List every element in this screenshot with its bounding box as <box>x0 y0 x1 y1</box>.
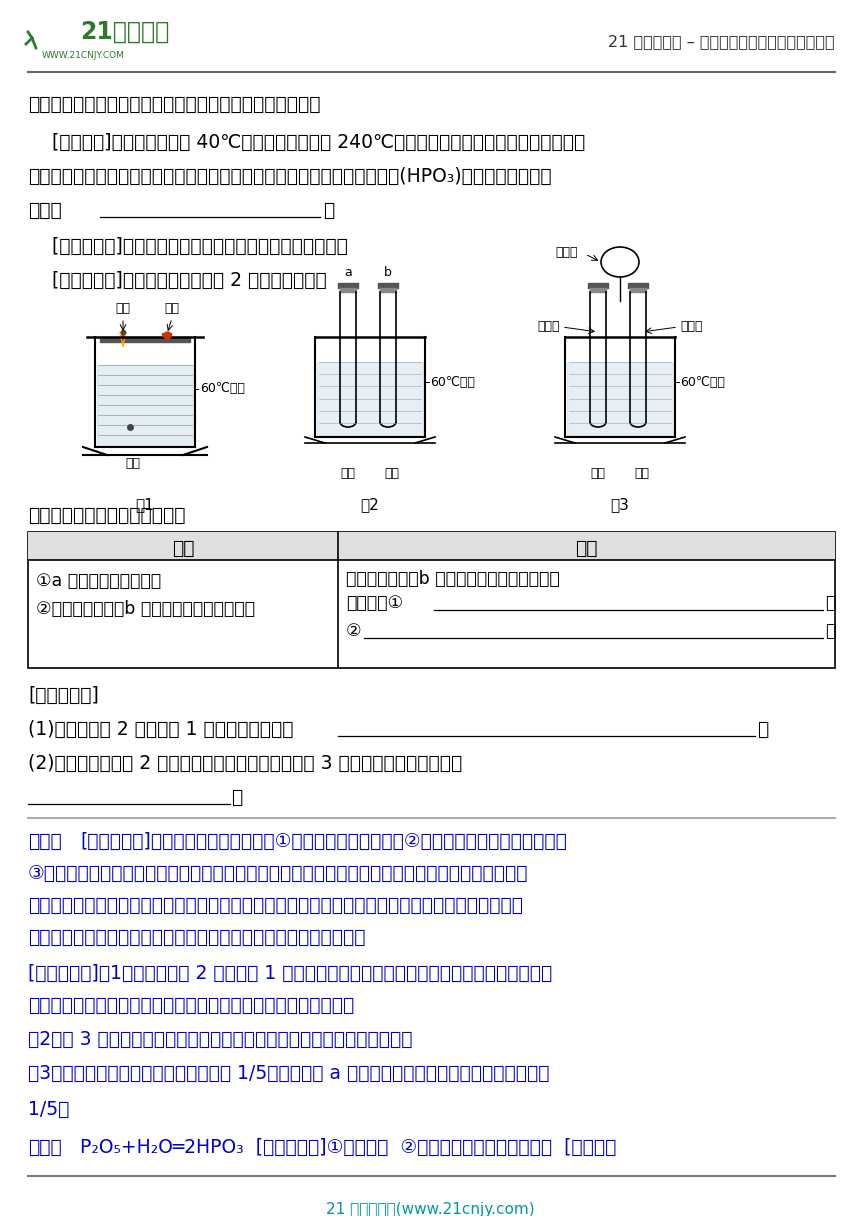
Text: 。: 。 <box>757 720 768 739</box>
Text: 。: 。 <box>231 788 243 807</box>
Text: 磷尽管与空气接触，但是温度没有达到它的着火点，所以不会燃烧。: 磷尽管与空气接触，但是温度没有达到它的着火点，所以不会燃烧。 <box>28 928 366 947</box>
Polygon shape <box>120 332 126 347</box>
Bar <box>28 533 835 561</box>
Text: 答案：: 答案： <box>28 1138 62 1156</box>
Text: WWW.21CNJY.COM: WWW.21CNJY.COM <box>42 51 125 60</box>
Text: 。: 。 <box>323 201 335 220</box>
Text: b: b <box>384 266 392 278</box>
Text: 以优点是能防止白磷燃烧产生的五氧化二磷逸散，危害人体健康；: 以优点是能防止白磷燃烧产生的五氧化二磷逸散，危害人体健康； <box>28 996 354 1015</box>
Text: 。: 。 <box>825 623 835 640</box>
Text: ①a 试管中的白磷燃烧；: ①a 试管中的白磷燃烧； <box>36 572 161 590</box>
Text: 解释: 解释 <box>574 539 597 557</box>
Text: 储气球: 储气球 <box>556 246 578 259</box>
Text: ③达到可燃物的着火点。所以投入水中的白磷虽然温度达到着火点，但是在水中与空气隔绝，所以不: ③达到可燃物的着火点。所以投入水中的白磷虽然温度达到着火点，但是在水中与空气隔绝… <box>28 865 529 883</box>
Text: 红磷: 红磷 <box>384 467 400 480</box>
Text: 会燃烧；试管中的白磷会燃烧，它的温度即达到着火点又与空气接触，满足燃烧的条件；试管中的红: 会燃烧；试管中的白磷会燃烧，它的温度即达到着火点又与空气接触，满足燃烧的条件；试… <box>28 896 523 914</box>
Ellipse shape <box>601 247 639 277</box>
Text: (2)小林同学指出图 2 装置仍有不足之处，并设计了图 3 装置，其中气球的作用是: (2)小林同学指出图 2 装置仍有不足之处，并设计了图 3 装置，其中气球的作用… <box>28 754 463 773</box>
Text: [反思与评价]: [反思与评价] <box>28 686 99 705</box>
Text: [查阅资料]白磷的着火点是 40℃，红磷的着火点是 240℃，燃烧产物五氧化二磷是白色固体，会: [查阅资料]白磷的着火点是 40℃，红磷的着火点是 240℃，燃烧产物五氧化二磷… <box>28 133 586 152</box>
Text: P₂O₅+H₂O═2HPO₃  [改进与实验]①没有氧气  ②温度没有达到红磷的着火点  [反思与评: P₂O₅+H₂O═2HPO₃ [改进与实验]①没有氧气 ②温度没有达到红磷的着火… <box>80 1138 617 1156</box>
Text: [改进与实验]同学们按改进后的图 2 装置进行实验。: [改进与实验]同学们按改进后的图 2 装置进行实验。 <box>28 271 327 289</box>
Text: (1)改进后的图 2 装置与图 1 装置比较，优点是: (1)改进后的图 2 装置与图 1 装置比较，优点是 <box>28 720 293 739</box>
Text: 刺激人体呼吸道，五氧化二磷可能与空气中水蒸气反应，生成有毒的偏磷酸(HPO₃)，该反应的化学方: 刺激人体呼吸道，五氧化二磷可能与空气中水蒸气反应，生成有毒的偏磷酸(HPO₃)，… <box>28 167 551 186</box>
Text: 红磷: 红磷 <box>635 467 649 480</box>
Text: 21 世纪教育网(www.21cnjy.com): 21 世纪教育网(www.21cnjy.com) <box>326 1201 534 1216</box>
Text: ；: ； <box>825 593 835 612</box>
Text: 60℃热水: 60℃热水 <box>680 376 725 388</box>
Text: 60℃热水: 60℃热水 <box>430 376 475 388</box>
Text: （3）空气中氧气的体积约占空气体积的 1/5，所以进入 a 试管内液体的体积约占试管内空气体积的: （3）空气中氧气的体积约占空气体积的 1/5，所以进入 a 试管内液体的体积约占… <box>28 1064 550 1083</box>
Text: 60℃热水: 60℃热水 <box>200 382 245 395</box>
Text: 红磷: 红磷 <box>164 302 180 315</box>
Text: 烧杯中的白磷、b 试管中的红磷没有燃烧的原: 烧杯中的白磷、b 试管中的红磷没有燃烧的原 <box>346 570 560 589</box>
Bar <box>10 10 195 72</box>
Polygon shape <box>122 332 124 340</box>
Circle shape <box>31 46 39 54</box>
Text: 图1: 图1 <box>136 497 155 512</box>
Text: 21世纪教育: 21世纪教育 <box>80 19 169 44</box>
Text: 玻璃管: 玻璃管 <box>538 321 560 333</box>
Text: 21 世纪教育网 – 中小学教育资源及组卷应用平台: 21 世纪教育网 – 中小学教育资源及组卷应用平台 <box>608 34 835 50</box>
Text: 因分别是①: 因分别是① <box>346 593 403 612</box>
Text: （2）图 3 装置中气球的作用是：避免橡皮塞因试管内气体热膨胀而松动；: （2）图 3 装置中气球的作用是：避免橡皮塞因试管内气体热膨胀而松动； <box>28 1030 413 1049</box>
Text: 白磷: 白磷 <box>341 467 355 480</box>
Text: a: a <box>344 266 352 278</box>
Text: [改进与实验]燃烧必须达到三个条件：①物质本身具有可燃性，②可燃物与助燃物充分地接触，: [改进与实验]燃烧必须达到三个条件：①物质本身具有可燃性，②可燃物与助燃物充分地… <box>80 832 567 851</box>
Text: 大家对磷燃烧生成的大量白烟是否危害人体健康提出疑问。: 大家对磷燃烧生成的大量白烟是否危害人体健康提出疑问。 <box>28 95 321 114</box>
FancyBboxPatch shape <box>23 36 30 43</box>
Bar <box>28 533 835 668</box>
Text: 程式为: 程式为 <box>28 201 62 220</box>
Text: 白磷: 白磷 <box>126 457 140 471</box>
Text: 白磷: 白磷 <box>115 302 131 315</box>
Text: 图3: 图3 <box>611 497 630 512</box>
Text: 1/5。: 1/5。 <box>28 1100 70 1119</box>
Text: 解析：: 解析： <box>28 832 62 851</box>
Bar <box>10 10 195 72</box>
Text: 白磷: 白磷 <box>591 467 605 480</box>
Text: [变流与讨论]白烟对人体健康有害，该实验装置必须改进。: [变流与讨论]白烟对人体健康有害，该实验装置必须改进。 <box>28 237 348 257</box>
Text: 图2: 图2 <box>360 497 379 512</box>
Text: 请你帮助他们将下表补充完整：: 请你帮助他们将下表补充完整： <box>28 506 186 525</box>
Text: ②: ② <box>346 623 361 640</box>
Text: 现象: 现象 <box>172 539 194 557</box>
Text: ②烧杯中的白磷、b 试管中的红磷没有燃烧。: ②烧杯中的白磷、b 试管中的红磷没有燃烧。 <box>36 599 255 618</box>
Text: 玻璃管: 玻璃管 <box>680 321 703 333</box>
Text: [反思与评价]（1）改进后的图 2 装置与图 1 装置比较燃烧后的产物在试管中不会散发到空气里，所: [反思与评价]（1）改进后的图 2 装置与图 1 装置比较燃烧后的产物在试管中不… <box>28 964 552 983</box>
